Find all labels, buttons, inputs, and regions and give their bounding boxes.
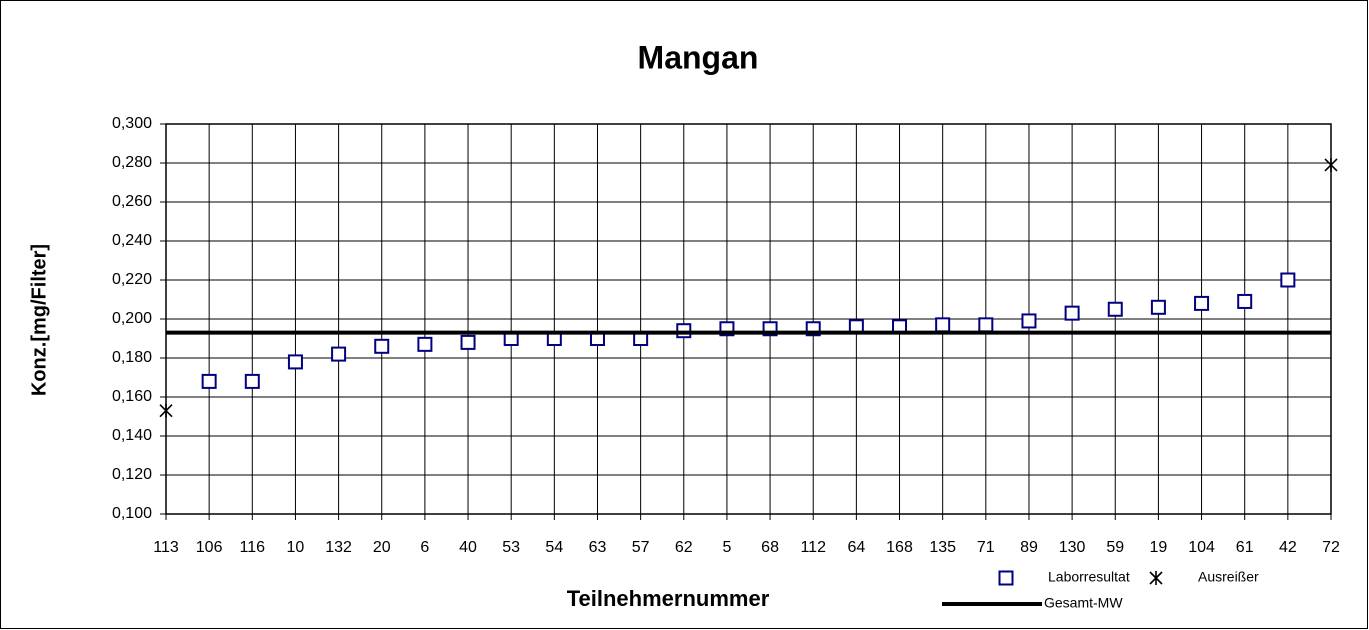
legend-label: Gesamt-MW [1044,595,1123,611]
x-tick-label: 20 [373,539,391,556]
x-tick-label: 89 [1020,539,1038,556]
point [417,336,433,352]
y-tick-label: 0,200 [112,310,152,327]
x-tick-label: 68 [761,539,779,556]
y-tick-label: 0,120 [112,466,152,483]
x-tick-label: 64 [847,539,865,556]
point [1150,299,1166,315]
x-axis-label: Teilnehmernummer [567,586,770,611]
y-tick-label: 0,260 [112,193,152,210]
legend-swatch [998,570,1014,586]
x-tick-label: 71 [977,539,995,556]
legend-swatch [1149,571,1163,585]
x-tick-label: 59 [1106,539,1124,556]
legend-label: Laborresultat [1048,569,1130,585]
point [331,346,347,362]
point [201,373,217,389]
x-tick-label: 61 [1236,539,1254,556]
x-tick-label: 104 [1188,539,1215,556]
x-tick-label: 168 [886,539,913,556]
point [1280,272,1296,288]
y-tick-label: 0,280 [112,154,152,171]
y-tick-label: 0,160 [112,388,152,405]
x-tick-label: 57 [632,539,650,556]
point [978,317,994,333]
y-tick-label: 0,220 [112,271,152,288]
point [1064,305,1080,321]
x-tick-label: 6 [420,539,429,556]
point [1324,157,1338,172]
point [1021,313,1037,329]
x-tick-label: 62 [675,539,693,556]
x-tick-label: 135 [929,539,956,556]
x-tick-label: 116 [240,539,266,556]
y-tick-label: 0,300 [112,115,152,132]
point [1194,295,1210,311]
x-tick-label: 113 [153,539,179,556]
plot-border [165,123,1332,515]
y-tick-label: 0,180 [112,349,152,366]
y-axis-label: Konz.[mg/Filter] [28,244,50,396]
point [1237,293,1253,309]
point [374,338,390,354]
point [935,317,951,333]
x-tick-label: 72 [1322,539,1340,556]
x-tick-label: 40 [459,539,477,556]
point [244,373,260,389]
x-tick-label: 130 [1059,539,1086,556]
x-tick-label: 5 [722,539,731,556]
chart-title: Mangan [638,39,759,75]
x-tick-label: 106 [196,539,223,556]
x-tick-label: 53 [502,539,520,556]
point [287,354,303,370]
point [460,334,476,350]
x-tick-label: 63 [589,539,607,556]
x-tick-label: 10 [287,539,305,556]
point [159,403,173,418]
legend-label: Ausreißer [1198,569,1259,585]
x-tick-label: 42 [1279,539,1297,556]
y-tick-label: 0,240 [112,232,152,249]
x-tick-label: 132 [325,539,352,556]
y-tick-label: 0,100 [112,505,152,522]
x-tick-label: 112 [800,539,826,556]
x-tick-label: 54 [545,539,563,556]
point [1107,301,1123,317]
x-tick-label: 19 [1150,539,1168,556]
y-tick-label: 0,140 [112,427,152,444]
